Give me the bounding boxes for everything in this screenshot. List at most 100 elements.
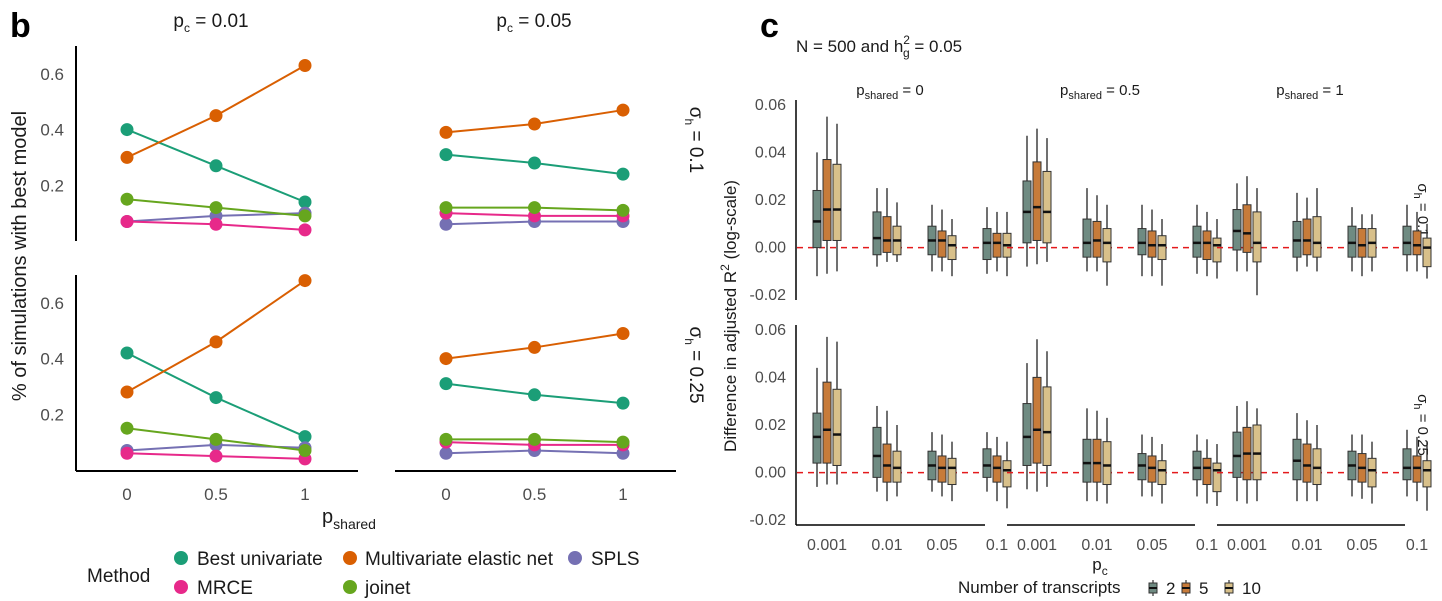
panel-c-label: c xyxy=(760,7,779,45)
legend-label-2-transcripts: 2 xyxy=(1166,579,1175,598)
data-point-best-univariate xyxy=(528,156,541,170)
box-2-transcripts xyxy=(1402,225,1412,256)
data-point-multivariate-elastic-net xyxy=(209,335,223,349)
data-point-multivariate-elastic-net xyxy=(209,109,223,123)
panel-b-y-axis-title: % of simulations with best model xyxy=(9,111,31,401)
data-point-best-univariate xyxy=(439,148,453,162)
panel-b-y-tick-label: 0.4 xyxy=(40,350,64,369)
data-point-joinet xyxy=(120,421,134,435)
box-5-transcripts xyxy=(1092,438,1102,483)
data-point-multivariate-elastic-net xyxy=(439,125,453,139)
panel-c-x-tick-label: 0.1 xyxy=(986,537,1008,554)
box-2-transcripts xyxy=(872,211,882,256)
data-point-best-univariate xyxy=(298,430,312,444)
panel-c-x-tick-label: 0.01 xyxy=(1081,537,1112,554)
box-10-transcripts xyxy=(1042,386,1052,466)
box-2-transcripts xyxy=(1082,438,1092,483)
data-point-joinet xyxy=(616,435,630,449)
box-10-transcripts xyxy=(1102,441,1112,486)
panel-c-y-tick-label: 0.04 xyxy=(755,369,786,386)
box-10-transcripts xyxy=(1157,235,1167,261)
panel-b-x-tick-label: 0.5 xyxy=(204,485,228,504)
data-point-joinet xyxy=(439,201,453,215)
panel-c-y-tick-label: 0.02 xyxy=(755,192,786,209)
panel-c-y-tick-label: -0.02 xyxy=(750,512,787,529)
box-10-transcripts xyxy=(1042,170,1052,244)
panel-b-y-tick-label: 0.2 xyxy=(40,405,64,424)
box-5-transcripts xyxy=(822,381,832,464)
box-10-transcripts xyxy=(832,388,842,466)
data-point-multivariate-elastic-net xyxy=(528,340,541,354)
box-10-transcripts xyxy=(1367,457,1377,488)
panel-c-y-tick-label: 0.06 xyxy=(755,322,786,339)
panel-b-col-title-2: pc = 0.05 xyxy=(496,11,571,35)
box-10-transcripts xyxy=(1312,216,1322,258)
panel-c-x-tick-label: 0.1 xyxy=(1406,537,1428,554)
data-point-multivariate-elastic-net xyxy=(120,150,134,164)
data-point-joinet xyxy=(120,192,134,206)
data-point-multivariate-elastic-net xyxy=(120,385,134,399)
box-10-transcripts xyxy=(1252,211,1262,263)
panel-c-y-tick-label: 0.04 xyxy=(755,144,786,161)
panel-c-x-tick-label: 0.01 xyxy=(1291,537,1322,554)
data-point-joinet xyxy=(616,203,630,217)
panel-c-x-tick-label: 0.01 xyxy=(871,537,902,554)
legend-key-best-univariate xyxy=(174,551,188,565)
data-point-joinet xyxy=(298,444,312,457)
data-point-best-univariate xyxy=(616,396,630,410)
panel-c-y-tick-label: 0.00 xyxy=(755,465,786,482)
data-point-best-univariate xyxy=(120,346,134,360)
data-point-multivariate-elastic-net xyxy=(616,103,630,117)
legend-label-multivariate-elastic-net: Multivariate elastic net xyxy=(365,549,554,570)
panel-c-col-strip-1: pshared = 0 xyxy=(856,82,923,102)
box-2-transcripts xyxy=(1192,450,1202,481)
data-point-multivariate-elastic-net xyxy=(616,327,630,340)
panel-b-y-tick-label: 0.6 xyxy=(40,294,64,313)
legend-label-5-transcripts: 5 xyxy=(1199,579,1208,598)
legend-label-spls: SPLS xyxy=(591,549,640,570)
box-2-transcripts xyxy=(982,448,992,478)
legend-key-multivariate-elastic-net xyxy=(343,551,357,565)
box-2-transcripts xyxy=(1082,218,1092,258)
data-point-joinet xyxy=(528,201,541,215)
panel-c-x-tick-label: 0.1 xyxy=(1196,537,1218,554)
panel-b-x-tick-label: 1 xyxy=(618,485,627,504)
box-5-transcripts xyxy=(1202,457,1212,486)
panel-c-col-strip-3: pshared = 1 xyxy=(1276,82,1343,102)
legend-key-joinet xyxy=(343,580,357,594)
box-10-transcripts xyxy=(1002,460,1012,488)
box-5-transcripts xyxy=(1242,204,1252,253)
panel-c-y-tick-label: 0.06 xyxy=(755,97,786,114)
panel-b-label: b xyxy=(10,7,31,45)
data-point-joinet xyxy=(298,209,312,223)
box-5-transcripts xyxy=(1032,161,1042,241)
panel-c-legend-title: Number of transcripts xyxy=(958,578,1121,597)
panel-c-x-tick-label: 0.05 xyxy=(926,537,957,554)
box-5-transcripts xyxy=(1412,230,1422,256)
panel-c-row-strip-left-1: σh = 0.1 xyxy=(682,107,706,174)
panel-b-y-tick-label: 0.6 xyxy=(40,65,64,84)
data-point-joinet xyxy=(439,432,453,446)
panel-c-col-strip-2: pshared = 0.5 xyxy=(1060,82,1140,102)
data-point-mrce xyxy=(298,223,312,237)
panel-c-x-tick-label: 0.001 xyxy=(1017,537,1057,554)
box-2-transcripts xyxy=(812,189,822,249)
box-10-transcripts xyxy=(1422,237,1432,268)
data-point-multivariate-elastic-net xyxy=(298,274,312,288)
box-5-transcripts xyxy=(1032,376,1042,464)
data-point-multivariate-elastic-net xyxy=(528,117,541,131)
data-point-joinet xyxy=(209,201,223,215)
data-point-best-univariate xyxy=(439,377,453,391)
data-point-best-univariate xyxy=(528,388,541,402)
box-5-transcripts xyxy=(992,232,1002,258)
panel-b-plots: 0.2 0.4 0.6 0.2 0.4 0.6 0 0.5 1 0 0.5 1 xyxy=(40,46,676,504)
data-point-joinet xyxy=(528,432,541,446)
box-10-transcripts xyxy=(1157,460,1167,486)
data-point-multivariate-elastic-net xyxy=(298,59,312,72)
data-point-mrce xyxy=(120,215,134,228)
panel-b-x-tick-label: 0 xyxy=(122,485,131,504)
data-point-mrce xyxy=(209,449,223,463)
panel-c-x-tick-label: 0.001 xyxy=(1227,537,1267,554)
panel-c-row-strip-right-1: σh = 0.1 xyxy=(1411,183,1431,236)
box-10-transcripts xyxy=(1212,462,1222,493)
